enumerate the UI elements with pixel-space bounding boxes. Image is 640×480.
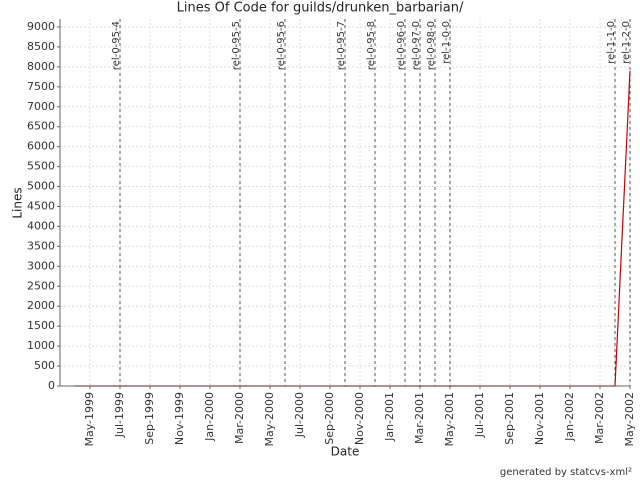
x-tick-label: Nov-1999 <box>173 392 186 445</box>
x-tick-label: Nov-2000 <box>353 392 366 445</box>
x-tick-label: Sep-2000 <box>323 392 336 445</box>
y-tick-label: 1000 <box>27 339 55 352</box>
y-tick-label: 5000 <box>27 180 55 193</box>
y-tick-label: 3500 <box>27 239 55 252</box>
y-tick-label: 4000 <box>27 219 55 232</box>
release-label: rel-1-2-0 <box>621 21 632 64</box>
x-tick-label: Jul-2001 <box>473 392 486 438</box>
x-tick-label: Jul-2000 <box>293 392 306 438</box>
x-tick-label: May-2002 <box>623 392 636 447</box>
x-tick-label: May-1999 <box>83 392 96 447</box>
y-tick-label: 6000 <box>27 140 55 153</box>
y-tick-label: 7500 <box>27 80 55 93</box>
chart-title: Lines Of Code for guilds/drunken_barbari… <box>177 1 464 16</box>
release-label: rel-1-0-0 <box>441 21 452 64</box>
y-tick-label: 500 <box>34 359 55 372</box>
x-axis-label: Date <box>331 445 360 459</box>
x-tick-label: Mar-2001 <box>413 392 426 444</box>
x-tick-label: May-2000 <box>263 392 276 447</box>
x-tick-label: Jan-2001 <box>383 392 396 442</box>
release-label: rel-0-95-8 <box>366 21 377 70</box>
y-tick-label: 8500 <box>27 40 55 53</box>
y-tick-label: 5500 <box>27 160 55 173</box>
y-tick-label: 2500 <box>27 279 55 292</box>
y-tick-label: 4500 <box>27 199 55 212</box>
release-label: rel-0-95-5 <box>231 21 242 70</box>
x-tick-label: Sep-1999 <box>143 392 156 445</box>
y-tick-label: 3000 <box>27 259 55 272</box>
x-tick-label: Mar-2000 <box>233 392 246 444</box>
release-label: rel-0-95-4 <box>111 21 122 70</box>
x-tick-label: Mar-2002 <box>593 392 606 444</box>
x-tick-label: May-2001 <box>443 392 456 447</box>
release-label: rel-1-1-0 <box>606 21 617 64</box>
y-axis-label: Lines <box>11 187 25 218</box>
y-tick-label: 9000 <box>27 20 55 33</box>
y-tick-label: 8000 <box>27 60 55 73</box>
y-tick-label: 0 <box>48 379 55 392</box>
release-label: rel-0-95-6 <box>276 21 287 70</box>
x-tick-label: Jul-1999 <box>113 392 126 438</box>
release-label: rel-0-96-0 <box>396 21 407 70</box>
release-label: rel-0-98-0 <box>426 21 437 70</box>
x-tick-label: Nov-2001 <box>533 392 546 445</box>
x-tick-label: Jan-2002 <box>563 392 576 442</box>
y-tick-label: 6500 <box>27 120 55 133</box>
y-tick-label: 7000 <box>27 100 55 113</box>
release-label: rel-0-95-7 <box>336 21 347 70</box>
footer: generated by statcvs-xml² <box>500 467 632 478</box>
x-tick-label: Jan-2000 <box>203 392 216 442</box>
y-tick-label: 1500 <box>27 319 55 332</box>
x-tick-label: Sep-2001 <box>503 392 516 445</box>
release-label: rel-0-97-0 <box>411 21 422 70</box>
y-tick-label: 2000 <box>27 299 55 312</box>
